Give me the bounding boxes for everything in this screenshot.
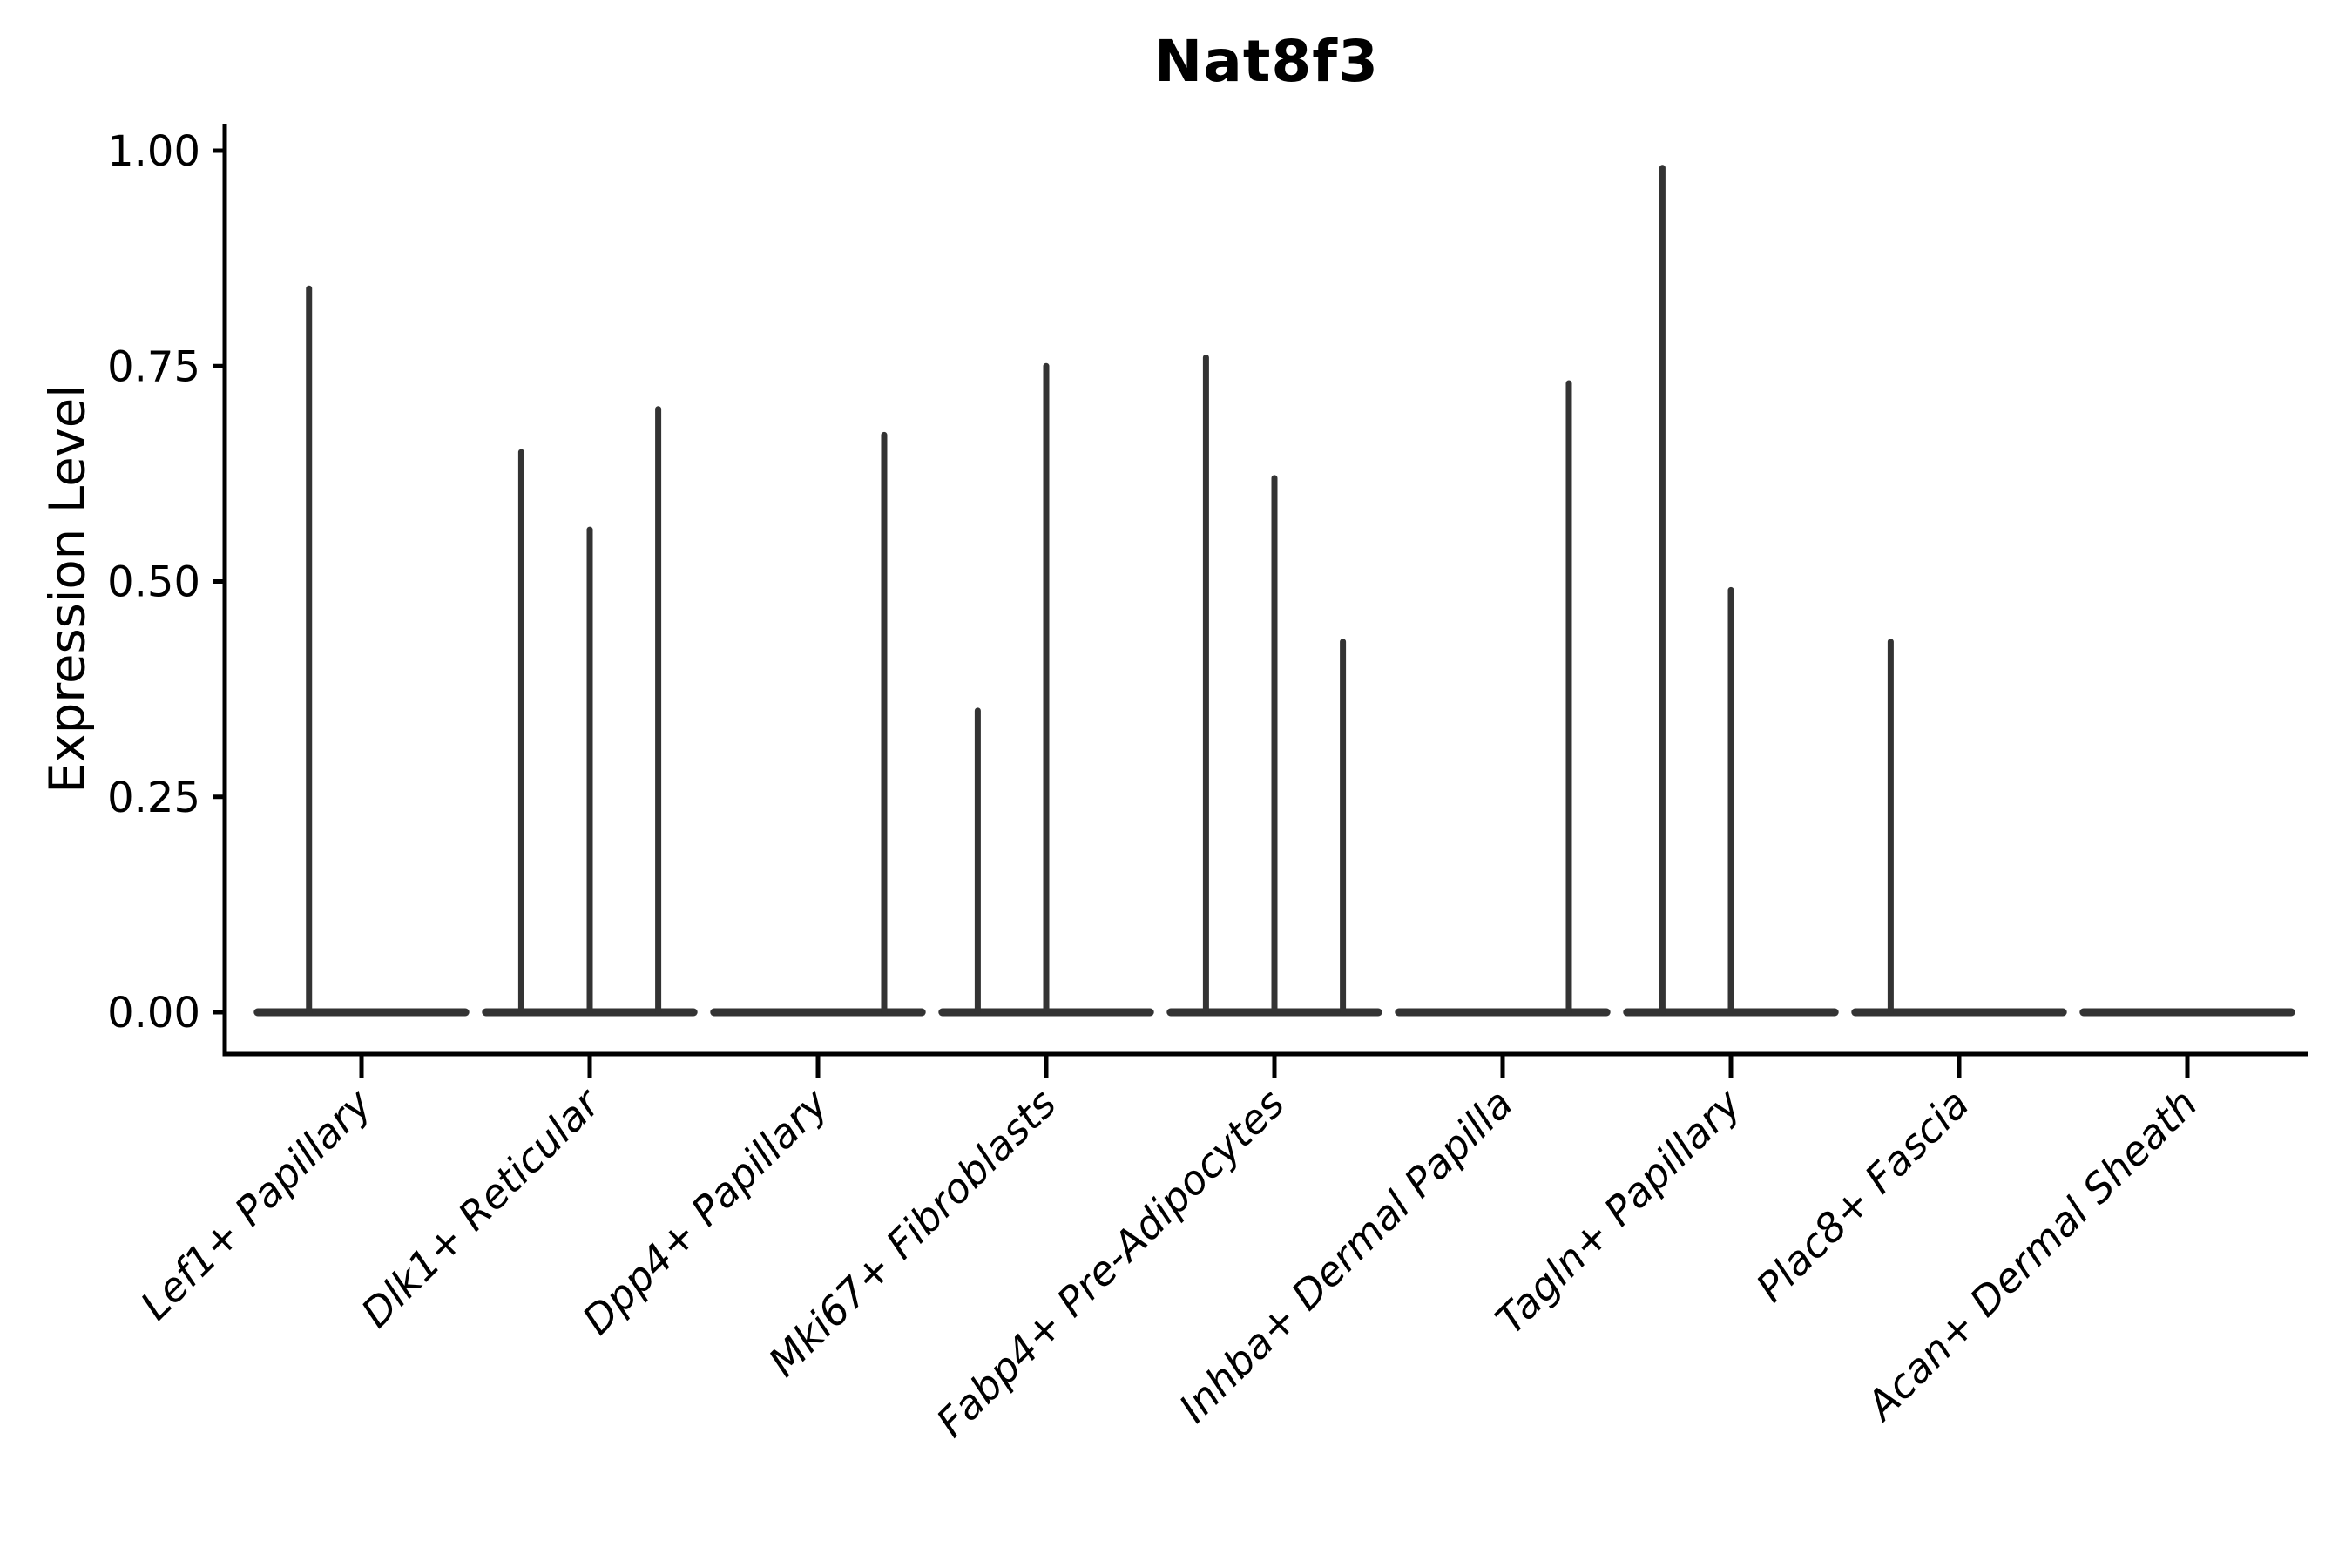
- y-tick-label: 0.25: [107, 774, 200, 822]
- x-tick-label: Lef1+ Papillary: [132, 1079, 381, 1328]
- x-tick-label: Tagln+ Papillary: [1486, 1079, 1750, 1343]
- x-tick-label: Dpp4+ Papillary: [573, 1079, 837, 1343]
- y-tick-label: 0.00: [107, 989, 200, 1037]
- x-tick-label: Dlk1+ Reticular: [352, 1078, 611, 1336]
- y-axis-title: Expression Level: [39, 384, 97, 794]
- y-tick-label: 1.00: [107, 127, 200, 176]
- y-tick-label: 0.75: [107, 342, 200, 391]
- x-tick-label: Plac8+ Fascia: [1747, 1080, 1977, 1311]
- plot-title: Nat8f3: [1154, 28, 1379, 95]
- y-tick-label: 0.50: [107, 558, 200, 607]
